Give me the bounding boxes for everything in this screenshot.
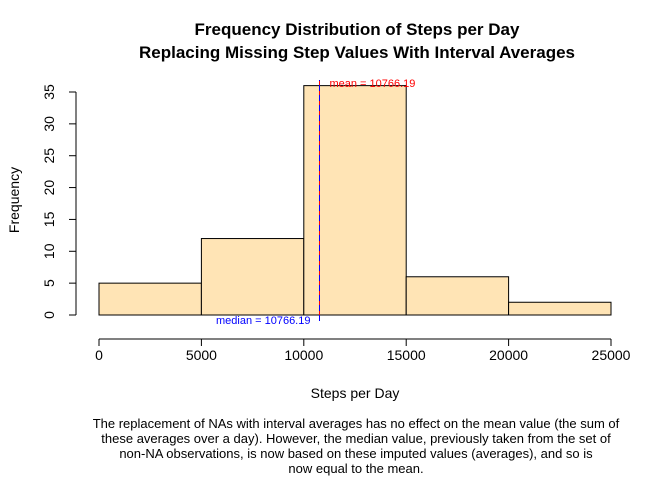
histogram-bar-5 — [508, 301, 612, 316]
y-tick-label: 25 — [41, 148, 57, 164]
caption-line-1: The replacement of NAs with interval ave… — [93, 416, 620, 431]
chart-title-line-1: Frequency Distribution of Steps per Day — [195, 20, 520, 39]
y-tick-label: 0 — [41, 311, 57, 319]
reference-lines: mean = 10766.19 median = 10766.19 — [216, 78, 415, 327]
x-tick-label: 10000 — [284, 347, 323, 363]
caption-line-4: now equal to the mean. — [288, 461, 423, 476]
x-tick-label: 0 — [95, 347, 103, 363]
y-tick-label: 30 — [41, 116, 57, 132]
caption-line-3: non-NA observations, is now based on the… — [119, 446, 593, 461]
y-axis: 0 5 10 15 20 25 30 35 — [41, 84, 77, 319]
chart-caption: The replacement of NAs with interval ave… — [93, 416, 620, 476]
y-tick-label: 5 — [41, 279, 57, 287]
y-tick-label: 20 — [41, 180, 57, 196]
y-axis-label: Frequency — [6, 167, 22, 233]
median-annotation: median = 10766.19 — [216, 315, 311, 327]
histogram-bars — [98, 85, 612, 316]
histogram-bar-2 — [200, 238, 305, 316]
histogram-bar-4 — [405, 276, 510, 316]
x-tick-label: 25000 — [592, 347, 631, 363]
mean-annotation: mean = 10766.19 — [329, 78, 415, 90]
x-axis-label: Steps per Day — [311, 385, 400, 401]
x-tick-label: 20000 — [489, 347, 528, 363]
x-axis: 0 5000 10000 15000 20000 25000 — [95, 338, 631, 363]
y-tick-label: 15 — [41, 211, 57, 227]
y-tick-label: 35 — [41, 84, 57, 100]
caption-line-2: these averages over a day). However, the… — [101, 431, 611, 446]
x-tick-label: 15000 — [387, 347, 426, 363]
histogram-bar-3 — [303, 85, 407, 316]
chart-title: Frequency Distribution of Steps per Day … — [139, 20, 575, 62]
chart-title-line-2: Replacing Missing Step Values With Inter… — [139, 43, 575, 62]
histogram-bar-1 — [98, 282, 202, 316]
y-tick-label: 10 — [41, 243, 57, 259]
x-tick-label: 5000 — [186, 347, 217, 363]
